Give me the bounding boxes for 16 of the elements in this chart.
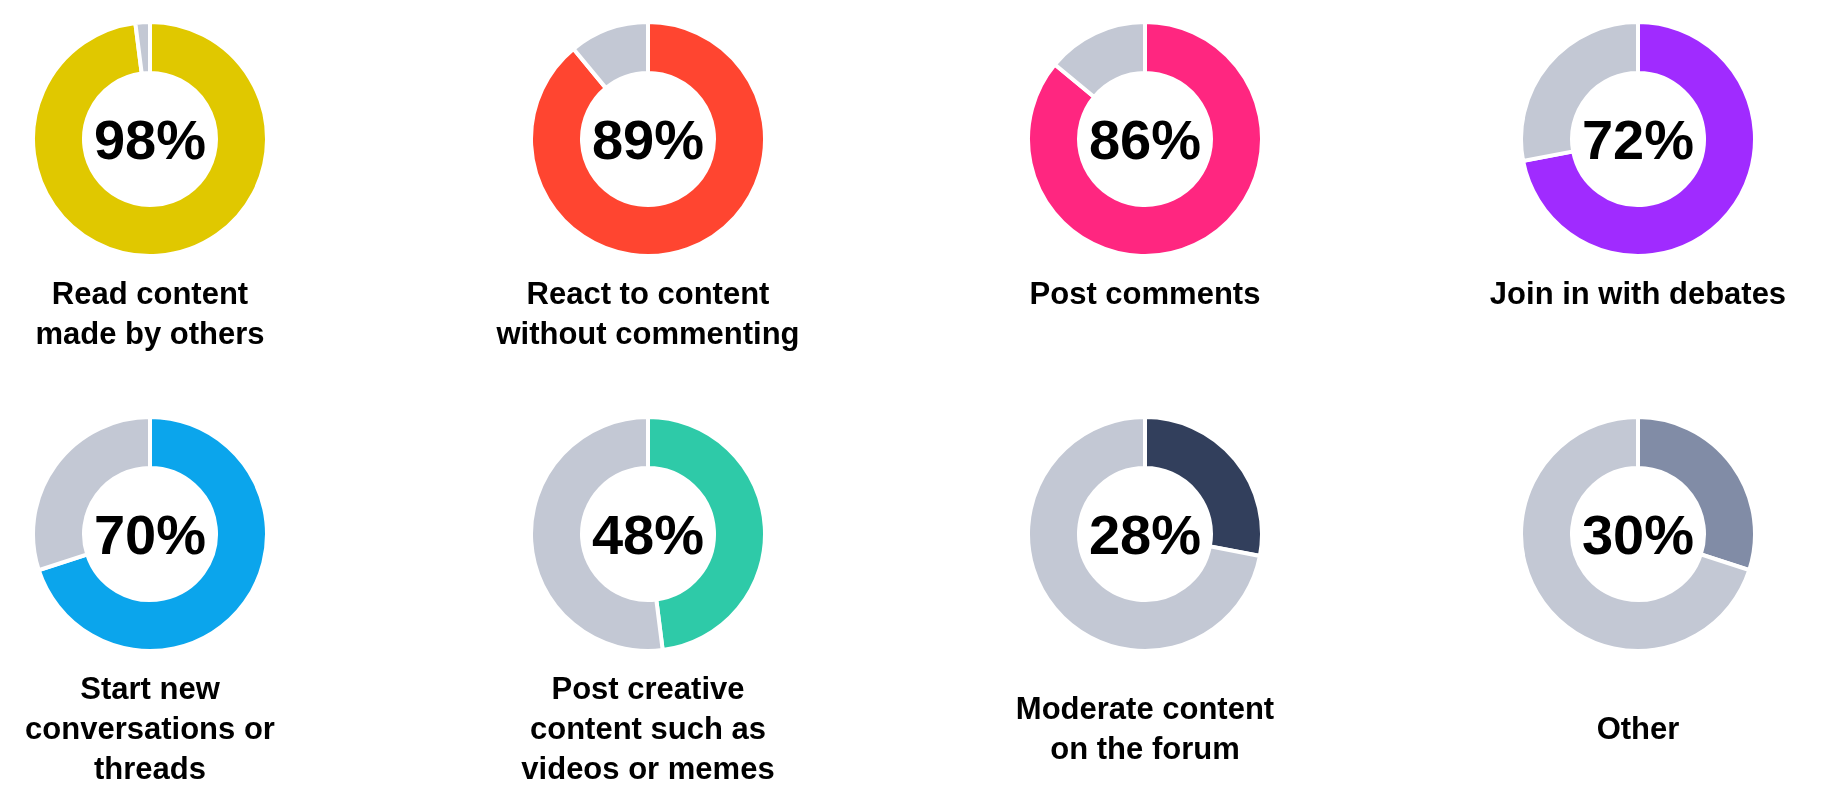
text: Post comments <box>1029 276 1261 311</box>
text: 48% <box>591 502 705 566</box>
text: Start new conversations or threads <box>25 671 275 786</box>
text: 89% <box>591 107 705 171</box>
text: 72% <box>1581 107 1695 171</box>
text: 98% <box>93 107 207 171</box>
text: Post creative content such as videos or memes <box>521 671 775 786</box>
text: 28% <box>1088 502 1202 566</box>
text: Other <box>1596 711 1680 746</box>
text: 86% <box>1088 107 1202 171</box>
text: Read content made by others <box>35 276 265 351</box>
text: Join in with debates <box>1489 276 1787 311</box>
text: Moderate content on the forum <box>1015 691 1275 766</box>
text: React to content without commenting <box>495 276 800 351</box>
text: 30% <box>1581 502 1695 566</box>
text: 70% <box>93 502 207 566</box>
